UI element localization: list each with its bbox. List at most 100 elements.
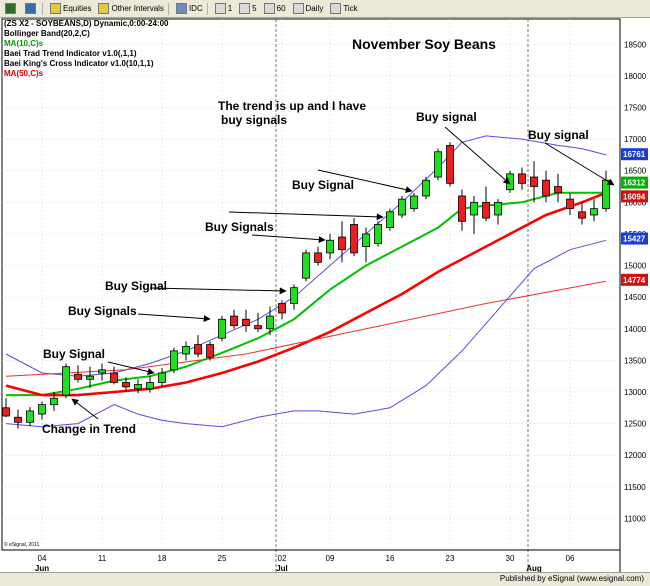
candle — [122, 377, 130, 392]
candle-body — [290, 287, 298, 304]
candle — [242, 309, 250, 332]
candle-body — [398, 198, 406, 216]
candle — [182, 341, 190, 361]
candle — [542, 170, 550, 203]
toolbar-item-7[interactable]: 60 — [262, 2, 288, 16]
annotation-buy-signal: Buy signal — [416, 110, 477, 124]
toolbar-item-8[interactable]: Daily — [291, 2, 326, 16]
candle-body — [50, 397, 58, 406]
candle-body — [182, 346, 190, 355]
candle-body — [122, 382, 130, 388]
toolbar-item-1[interactable] — [23, 2, 40, 16]
candle-body — [266, 315, 274, 330]
annotation-trend-1: The trend is up and I have — [218, 99, 366, 113]
y-tick-label: 13000 — [624, 388, 647, 397]
candle — [566, 192, 574, 215]
candle-body — [302, 252, 310, 279]
candle-body — [494, 201, 502, 216]
toolbar-item-label: Equities — [63, 4, 92, 13]
toolbar-item-0[interactable] — [3, 2, 20, 16]
candle — [86, 366, 94, 389]
candle-body — [554, 186, 562, 194]
candle-body — [230, 315, 238, 326]
annotation-buy-signals: Buy Signals — [205, 220, 274, 234]
series-line-4 — [5, 280, 607, 377]
legend-entry: Baei Trad Trend Indicator v1.0(,1,1) — [4, 49, 137, 58]
legend-entry: Baei King's Cross Indicator v1.0(10,1,1) — [4, 59, 154, 68]
toolbar-item-label: 1 — [227, 4, 233, 13]
candle — [434, 148, 442, 181]
toolbar-items: Equities Other Intervals IDC 1 5 60 Daily Tick — [0, 2, 360, 16]
annotation-arrow — [444, 126, 511, 185]
x-tick-label: 04 — [38, 554, 47, 563]
x-tick-label: 11 — [98, 554, 107, 563]
annotation-buy-signal: Buy Signal — [105, 279, 167, 293]
price-tag-label: 15427 — [623, 235, 646, 244]
y-tick-label: 11000 — [624, 514, 646, 523]
candle-body — [386, 211, 394, 229]
candle-body — [158, 372, 166, 383]
legend-entry: MA(50,C)s — [4, 69, 44, 78]
candle-body — [254, 325, 262, 330]
candle — [482, 186, 490, 222]
clock-icon — [263, 3, 275, 14]
candle — [338, 221, 346, 263]
toolbar-item-label: IDC — [188, 4, 203, 13]
candle — [230, 309, 238, 329]
toolbar-item-3[interactable]: Other Intervals — [96, 2, 165, 16]
toolbar-item-label: Tick — [343, 4, 358, 13]
toolbar-item-2[interactable]: Equities — [48, 2, 93, 16]
y-tick-label: 12000 — [624, 451, 647, 460]
series-line-0 — [6, 191, 606, 397]
clock-icon — [292, 3, 304, 14]
candle-body — [98, 369, 106, 374]
annotation-arrow — [544, 142, 615, 186]
price-tag — [621, 176, 648, 189]
candle-body — [542, 179, 550, 197]
candle — [518, 167, 526, 190]
y-tick-label: 14500 — [624, 293, 647, 302]
toolbar-item-label: 5 — [252, 4, 257, 13]
candle — [38, 401, 46, 420]
candle-body — [518, 173, 526, 184]
y-tick-label: 18000 — [624, 72, 647, 81]
candle — [254, 312, 262, 332]
toolbar-item-9[interactable]: Tick — [328, 2, 359, 16]
candle-body — [62, 366, 70, 396]
candle — [278, 300, 286, 320]
candle-body — [458, 195, 466, 222]
candle-body — [242, 318, 250, 326]
copyright-note: © eSignal, 2011 — [4, 541, 40, 548]
price-tag-label: 16094 — [623, 192, 646, 201]
candle — [494, 199, 502, 225]
clock-icon — [214, 3, 226, 14]
candle — [74, 365, 82, 383]
price-tag — [621, 232, 648, 245]
price-tag — [621, 148, 648, 161]
annotation-trend-2: buy signals — [221, 113, 287, 127]
toolbar-item-6[interactable]: 5 — [237, 2, 258, 16]
y-tick-label: 17000 — [624, 135, 647, 144]
toolbar-item-label: Daily — [305, 4, 324, 13]
clock-icon — [330, 3, 342, 14]
candle-body — [326, 239, 334, 254]
annotation-arrow — [137, 313, 211, 323]
folder-icon — [98, 3, 110, 14]
toolbar-item-4[interactable]: IDC — [174, 2, 205, 16]
candle — [326, 233, 334, 260]
candle-body — [362, 233, 370, 247]
candle — [290, 284, 298, 310]
x-month-label: Jun — [35, 564, 49, 572]
candle — [266, 306, 274, 336]
legend-entry: (ZS X2 - SOYBEANS,D) Dynamic,0:00-24:00 — [4, 19, 169, 28]
y-tick-label: 16000 — [624, 198, 647, 207]
candle-body — [446, 145, 454, 184]
folder-icon — [50, 3, 61, 14]
toolbar-item-5[interactable]: 1 — [213, 2, 234, 16]
candle-body — [2, 407, 10, 417]
candle — [110, 366, 118, 385]
y-tick-label: 13500 — [624, 356, 647, 365]
annotation-change-in-trend: Change in Trend — [42, 422, 136, 436]
candle-body — [422, 179, 430, 197]
x-tick-label: 16 — [386, 554, 395, 563]
